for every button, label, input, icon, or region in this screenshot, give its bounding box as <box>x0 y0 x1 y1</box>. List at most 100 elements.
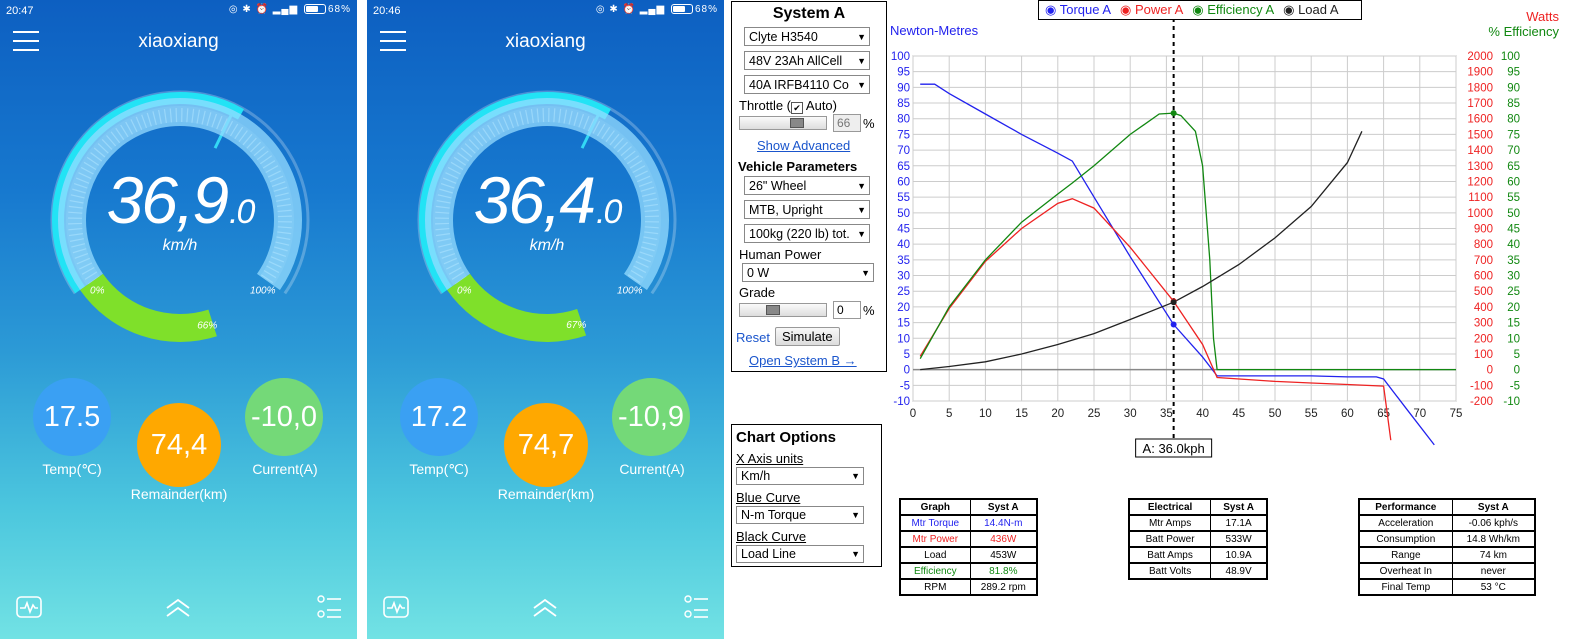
black-curve-label: Black Curve <box>736 529 807 544</box>
grade-slider[interactable] <box>739 303 827 317</box>
watt-tick-label: 1100 <box>1468 192 1493 204</box>
table-header-row: Electrical Syst A <box>1128 498 1268 516</box>
grade-value[interactable]: 0 <box>833 301 861 319</box>
simulate-button[interactable]: Simulate <box>775 327 840 346</box>
eff-tick-label: 45 <box>1507 224 1520 236</box>
table-cell: Mtr Amps <box>1128 514 1212 532</box>
show-advanced-link[interactable]: Show Advanced <box>757 138 851 153</box>
battery-scale-label: 67% <box>566 320 586 331</box>
dropdown-arrow-icon: ▼ <box>851 510 860 520</box>
eff-tick-label: 50 <box>1507 208 1520 220</box>
status-icons: ◎ ✱ ⏰ ▂▄▆ 68% <box>595 4 718 15</box>
battery-select[interactable]: 48V 23Ah AllCell ▼ <box>744 51 870 70</box>
reset-link[interactable]: Reset <box>736 330 770 345</box>
table-row: Batt Power 533W <box>1128 530 1268 548</box>
eff-tick-label: 40 <box>1507 239 1520 251</box>
left-axis-label: Newton-Metres <box>890 23 979 38</box>
legend-efficiency[interactable]: ◉ Efficiency A <box>1192 2 1274 17</box>
eff-tick-label: 20 <box>1507 302 1520 314</box>
nm-tick-label: 65 <box>897 161 910 173</box>
nm-tick-label: 100 <box>891 51 910 63</box>
watt-tick-label: 1300 <box>1467 161 1493 173</box>
table-cell: Mtr Torque <box>899 514 971 532</box>
bike-type-select[interactable]: MTB, Upright ▼ <box>744 200 870 219</box>
table-row: Load 453W <box>899 546 1038 564</box>
legend-torque[interactable]: ◉ Torque A <box>1045 2 1111 17</box>
list-settings-icon[interactable] <box>681 592 711 622</box>
table-cell: 53 °C <box>1451 578 1536 596</box>
slider-thumb[interactable] <box>766 305 780 315</box>
status-time: 20:46 <box>373 5 401 17</box>
nm-tick-label: 55 <box>897 192 910 204</box>
temp-label: Temp(℃) <box>409 461 469 477</box>
eff-tick-label: 75 <box>1507 129 1520 141</box>
eff-tick-label: -5 <box>1510 380 1520 392</box>
nm-tick-label: 85 <box>897 98 910 110</box>
legend-load[interactable]: ◉ Load A <box>1283 2 1339 17</box>
legend-power[interactable]: ◉ Power A <box>1119 2 1183 17</box>
hamburger-icon[interactable] <box>380 31 406 51</box>
pulse-icon[interactable] <box>14 592 44 622</box>
table-cell: Acceleration <box>1358 514 1453 532</box>
table-cell: 14.4N-m <box>969 514 1038 532</box>
controller-select[interactable]: 40A IRFB4110 Co ▼ <box>744 75 870 94</box>
list-settings-icon[interactable] <box>314 592 344 622</box>
speed-gauge: 0% 67% 100% 36,4.0 km/h <box>407 80 687 360</box>
nm-tick-label: 75 <box>897 129 910 141</box>
radio-selected-icon: ◉ <box>1045 2 1057 17</box>
auto-checkbox[interactable]: ✔ <box>791 102 804 114</box>
cursor-label-box <box>1135 438 1213 458</box>
table-cell: Load <box>899 546 971 564</box>
table-row: Mtr Amps 17.1A <box>1128 514 1268 532</box>
table-header-cell: Electrical <box>1128 498 1212 516</box>
remainder-circle: 74,4 <box>137 403 221 487</box>
eff-tick-label: -10 <box>1503 396 1520 408</box>
battery-percent: 68% <box>694 4 718 15</box>
chart-options-panel: Chart Options X Axis units Km/h ▼ Blue Cu… <box>731 424 882 567</box>
throttle-value[interactable]: 66 <box>833 114 861 132</box>
chart-svg[interactable]: 0 5 10 15 20 25 30 35 40 45 50 55 60 65 70 75-10-505101… <box>885 0 1572 470</box>
table-cell: 289.2 rpm <box>969 578 1038 596</box>
radio-selected-icon: ◉ <box>1192 2 1204 17</box>
gauge-dial: 0% 66% 100% <box>50 90 310 342</box>
current-label: Current(A) <box>619 461 685 477</box>
chevron-up-double-icon[interactable] <box>530 592 560 622</box>
nm-tick-label: 35 <box>897 255 910 267</box>
performance-results-table: Performance Syst A Acceleration -0.06 kph/s… <box>1358 498 1536 596</box>
battery-arc-fill <box>80 273 217 342</box>
watt-tick-label: 1400 <box>1467 145 1493 157</box>
grade-percent: % <box>863 303 875 318</box>
human-power-select[interactable]: 0 W ▼ <box>742 263 874 282</box>
black-curve-select[interactable]: Load Line ▼ <box>736 545 864 563</box>
motor-select[interactable]: Clyte H3540 ▼ <box>744 27 870 46</box>
slider-thumb[interactable] <box>790 118 804 128</box>
nm-tick-label: 60 <box>897 176 910 188</box>
cursor-marker <box>1170 321 1177 328</box>
eff-tick-label: 60 <box>1507 176 1520 188</box>
phone-screen-2: 20:46 ◎ ✱ ⏰ ▂▄▆ 68% xiaoxiang 0% 67% 100% … <box>367 0 724 639</box>
wheel-select[interactable]: 26" Wheel ▼ <box>744 176 870 195</box>
table-row: Mtr Torque 14.4N-m <box>899 514 1038 532</box>
hamburger-icon[interactable] <box>13 31 39 51</box>
app-title: xiaoxiang <box>138 31 219 52</box>
x-tick-label: 55 <box>1305 408 1318 420</box>
table-cell: Mtr Power <box>899 530 971 548</box>
open-system-b-link[interactable]: Open System B → <box>749 353 857 368</box>
nm-tick-label: 95 <box>897 67 910 79</box>
temp-label: Temp(℃) <box>42 461 102 477</box>
battery-scale-label: 0% <box>90 285 105 296</box>
x-axis-units-select[interactable]: Km/h ▼ <box>736 467 864 485</box>
pulse-icon[interactable] <box>381 592 411 622</box>
grade-label: Grade <box>739 285 776 300</box>
table-header-row: Graph Syst A <box>899 498 1038 516</box>
table-cell: Range <box>1358 546 1453 564</box>
blue-curve-select[interactable]: N-m Torque ▼ <box>736 506 864 524</box>
phone-screen-1: 20:47 ◎ ✱ ⏰ ▂▄▆ 68% xiaoxiang 0% 66% 100% … <box>0 0 357 639</box>
x-tick-label: 45 <box>1232 408 1245 420</box>
remainder-label: Remainder(km) <box>497 486 595 502</box>
x-tick-label: 40 <box>1196 408 1209 420</box>
chevron-up-double-icon[interactable] <box>163 592 193 622</box>
throttle-slider[interactable] <box>739 116 827 130</box>
watt-tick-label: 900 <box>1474 224 1493 236</box>
weight-select[interactable]: 100kg (220 lb) tot. ▼ <box>744 224 870 243</box>
